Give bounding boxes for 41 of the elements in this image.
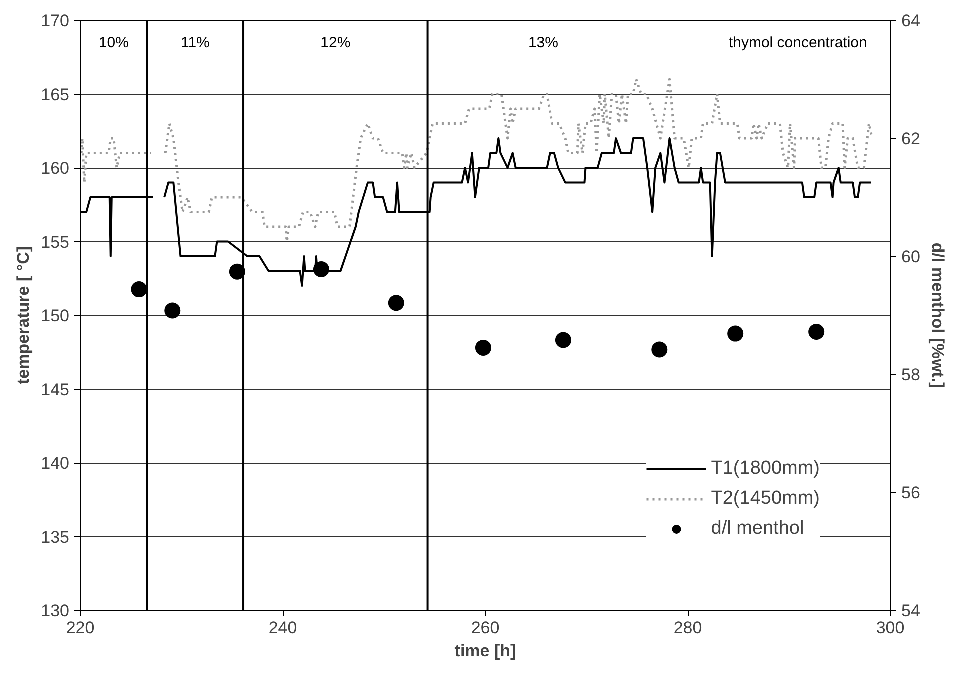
y-tick-label: 135 bbox=[41, 528, 70, 547]
y-tick-label: 170 bbox=[41, 12, 70, 30]
y-tick-label: 140 bbox=[41, 454, 70, 473]
point bbox=[475, 340, 492, 356]
y-tick-label: 130 bbox=[41, 602, 70, 620]
y2-axis-title: d/l menthol [%wt.] bbox=[928, 242, 948, 388]
y2-tick-label: 56 bbox=[902, 484, 920, 502]
y-tick-label: 145 bbox=[41, 380, 70, 400]
point bbox=[728, 326, 744, 342]
x-tick-label: 260 bbox=[471, 618, 500, 638]
y2-tick-label: 64 bbox=[902, 12, 920, 30]
y-axis-title: temperature [ °C] bbox=[14, 246, 34, 385]
legend-label: T2(1450mm) bbox=[711, 488, 820, 510]
point bbox=[131, 282, 148, 298]
y-tick-label: 155 bbox=[41, 232, 70, 252]
y2-tick-label: 54 bbox=[902, 602, 920, 620]
x-tick-label: 220 bbox=[66, 618, 95, 638]
y-tick-label: 150 bbox=[41, 306, 70, 326]
point bbox=[388, 295, 404, 312]
annotation: thymol concentration bbox=[728, 34, 868, 52]
y2-tick-label: 60 bbox=[902, 248, 920, 266]
legend-label: d/l menthol bbox=[711, 518, 804, 540]
annotation: 12% bbox=[320, 34, 351, 52]
point bbox=[555, 332, 572, 348]
annotation: 13% bbox=[528, 34, 558, 52]
x-tick-label: 300 bbox=[876, 618, 905, 638]
legend-label: T1(1800mm) bbox=[711, 458, 820, 480]
y2-tick-label: 62 bbox=[902, 130, 920, 148]
y-tick-label: 160 bbox=[41, 159, 70, 178]
x-axis-title: time [h] bbox=[454, 642, 516, 660]
y-tick-label: 165 bbox=[41, 85, 70, 104]
point bbox=[313, 261, 330, 278]
x-tick-label: 280 bbox=[674, 618, 702, 638]
annotation: 11% bbox=[180, 34, 210, 52]
point bbox=[164, 302, 181, 319]
point bbox=[808, 324, 825, 340]
annotation: 10% bbox=[98, 34, 129, 52]
point bbox=[652, 342, 668, 358]
x-tick-label: 240 bbox=[268, 618, 298, 638]
point bbox=[229, 264, 246, 280]
y2-tick-label: 58 bbox=[902, 366, 920, 384]
